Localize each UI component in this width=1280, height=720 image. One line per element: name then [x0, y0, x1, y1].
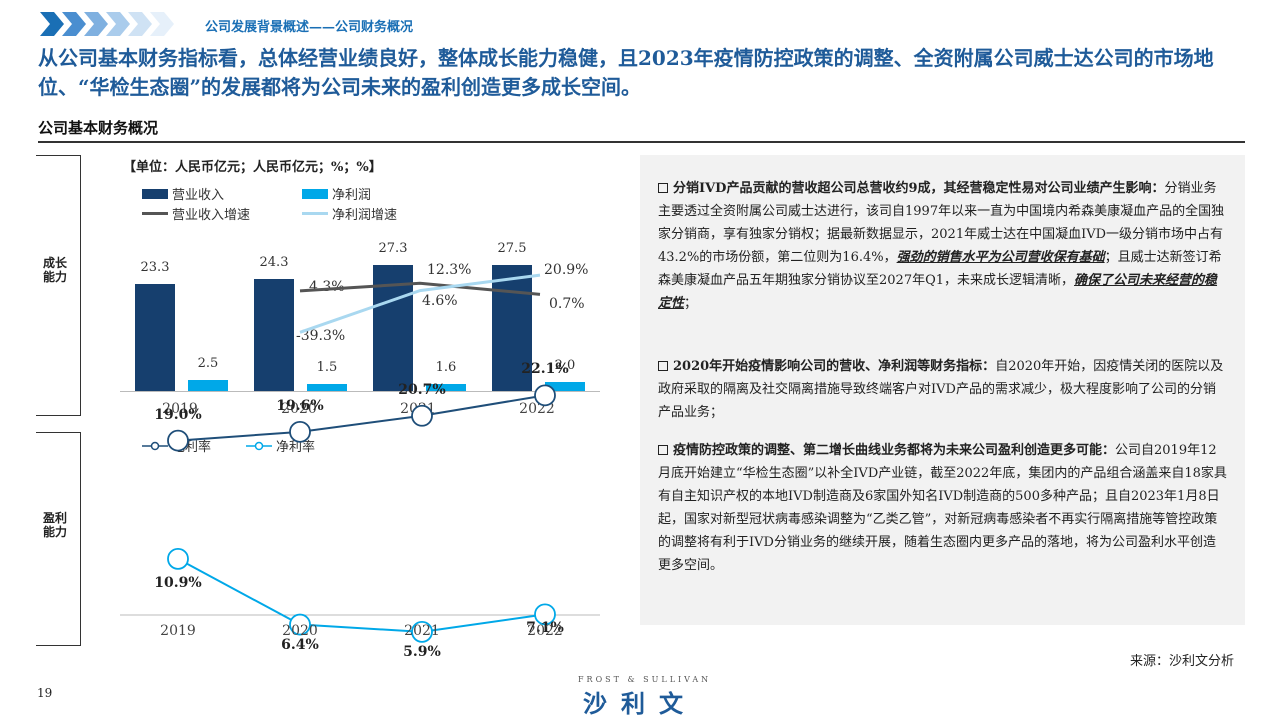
point-label-gross-margin: 22.1%: [521, 361, 569, 378]
x-tick-label: 2022: [527, 623, 563, 639]
legend-netprofit-growth-swatch: [302, 212, 328, 215]
point-label-gross-margin: 19.6%: [276, 397, 324, 414]
growth-side-label: 成长能力: [42, 256, 67, 284]
bar-revenue: [135, 283, 175, 391]
bullet-future-growth: 疫情防控政策的调整、第二增长曲线业务都将为未来公司盈利创造更多可能：公司自201…: [658, 439, 1228, 577]
legend-netprofit-growth: 净利润增速: [302, 204, 397, 223]
bullet-distribution-body2: ；且威士达新签订希森美康凝血产品五年期独家分销协议至2027年Q1，未来成长逻辑…: [658, 250, 1222, 288]
bar-revenue-label: 23.3: [140, 259, 170, 275]
point-label-net-margin: 6.4%: [281, 636, 319, 653]
bullet-covid-impact: 2020年开始疫情影响公司的营收、净利润等财务指标：自2020年开始，因疫情关闭…: [658, 355, 1228, 424]
unit-note: 【单位：人民币亿元；人民币亿元；%；%】: [123, 160, 382, 175]
x-tick-label: 2021: [404, 623, 440, 639]
bullet-distribution: 分销IVD产品贡献的营收超公司总营收约9成，其经营稳定性易对公司业绩产生影响：分…: [658, 177, 1228, 315]
bar-netprofit-label: 1.6: [435, 359, 457, 375]
legend-netprofit-growth-label: 净利润增速: [332, 208, 398, 223]
x-tick-label: 2021: [400, 401, 436, 417]
bullet-distribution-emphasis2: 确保了公司未来经营的稳定性: [658, 273, 1218, 311]
growth-label-revenue: 12.3%: [427, 262, 472, 278]
divider: [38, 141, 1245, 143]
bar-netprofit: [426, 383, 466, 391]
source-note: 来源：沙利文分析: [1130, 654, 1235, 669]
x-tick-label: 2020: [282, 623, 318, 639]
line-gross-margin: [177, 394, 546, 442]
bullet-distribution-body1: 分销业务主要透过全资附属公司威士达进行，该司自1997年以来一直为中国境内希森美…: [658, 181, 1225, 265]
point-label-gross-margin: 20.7%: [398, 381, 446, 398]
legend-revenue-growth: 营业收入增速: [142, 204, 250, 223]
growth-side-bracket: 成长能力: [36, 155, 81, 416]
bullet-distribution-head: 分销IVD产品贡献的营收超公司总营收约9成，其经营稳定性易对公司业绩产生影响：: [673, 181, 1165, 196]
growth-label-netprofit: 20.9%: [544, 262, 589, 278]
legend-netprofit-label: 净利润: [332, 188, 372, 203]
legend-net-margin: 净利率: [246, 436, 315, 455]
legend-net-margin-label: 净利率: [276, 440, 316, 455]
checkbox-bullet-icon: [658, 183, 668, 193]
bar-revenue-label: 24.3: [259, 255, 289, 271]
legend-revenue: 营业收入: [142, 184, 224, 203]
point-label-net-margin: 5.9%: [403, 643, 441, 660]
bar-netprofit-label: 2.5: [197, 355, 219, 371]
x-tick-label: 2022: [519, 401, 555, 417]
analysis-panel: 分销IVD产品贡献的营收超公司总营收约9成，其经营稳定性易对公司业绩产生影响：分…: [640, 155, 1245, 625]
legend-gross-margin: 毛利率: [142, 436, 211, 455]
bar-revenue: [373, 265, 413, 391]
growth-label-revenue: 4.3%: [309, 279, 345, 295]
legend-revenue-swatch: [142, 188, 168, 199]
checkbox-bullet-icon: [658, 361, 668, 371]
legend-revenue-growth-label: 营业收入增速: [172, 208, 251, 223]
legend-revenue-growth-swatch: [142, 212, 168, 215]
profit-side-bracket: 盈利能力: [36, 432, 81, 646]
point-net-margin: [167, 547, 189, 570]
growth-label-revenue: 0.7%: [549, 296, 585, 312]
section-subtitle: 公司基本财务概况: [38, 119, 159, 137]
legend-net-margin-swatch: [246, 441, 272, 450]
company-logo: 沙利文: [583, 689, 697, 718]
bar-netprofit-label: 2.0: [554, 357, 576, 373]
bar-revenue-label: 27.5: [497, 240, 527, 256]
bullet-distribution-end: ；: [684, 296, 698, 311]
bar-revenue: [254, 279, 294, 391]
growth-label-netprofit: 4.6%: [422, 293, 458, 309]
bullet-covid-impact-body: 自2020年开始，因疫情关闭的医院以及政府采取的隔离及社交隔离措施导致终端客户对…: [658, 359, 1224, 420]
checkbox-bullet-icon: [658, 445, 668, 455]
bar-netprofit: [545, 381, 585, 391]
bullet-covid-impact-head: 2020年开始疫情影响公司的营收、净利润等财务指标：: [673, 359, 996, 374]
legend-netprofit-swatch: [302, 188, 328, 199]
point-label-gross-margin: 19.0%: [154, 406, 202, 423]
profit-side-label: 盈利能力: [42, 511, 67, 539]
bullet-future-growth-head: 疫情防控政策的调整、第二增长曲线业务都将为未来公司盈利创造更多可能：: [673, 443, 1116, 458]
bar-netprofit: [307, 384, 347, 391]
page-headline: 从公司基本财务指标看，总体经营业绩良好，整体成长能力稳健，且2023年疫情防控政…: [38, 46, 1214, 99]
x-axis: [120, 391, 600, 392]
x-tick-label: 2019: [160, 623, 196, 639]
line-net-margin: [177, 557, 546, 633]
page-number: 19: [37, 686, 53, 700]
breadcrumb: 公司发展背景概述——公司财务概况: [205, 20, 414, 35]
bullet-distribution-emphasis1: 强劲的销售水平为公司营收保有基础: [896, 250, 1105, 265]
legend-revenue-label: 营业收入: [172, 188, 225, 203]
bar-revenue-label: 27.3: [378, 241, 408, 257]
logo-tagline: FROST & SULLIVAN: [578, 675, 712, 684]
point-label-net-margin: 7.1%: [526, 620, 564, 637]
bar-netprofit-label: 1.5: [316, 360, 338, 376]
legend-netprofit: 净利润: [302, 184, 371, 203]
bullet-future-growth-body: 公司自2019年12月底开始建立“华检生态圈”以补全IVD产业链，截至2022年…: [658, 443, 1227, 573]
growth-label-netprofit: -39.3%: [296, 328, 346, 344]
legend-gross-margin-swatch: [142, 441, 168, 450]
legend-gross-margin-label: 毛利率: [172, 440, 212, 455]
point-label-net-margin: 10.9%: [154, 574, 202, 591]
chevron-banner-icon: [40, 12, 174, 36]
bar-netprofit: [188, 379, 228, 391]
